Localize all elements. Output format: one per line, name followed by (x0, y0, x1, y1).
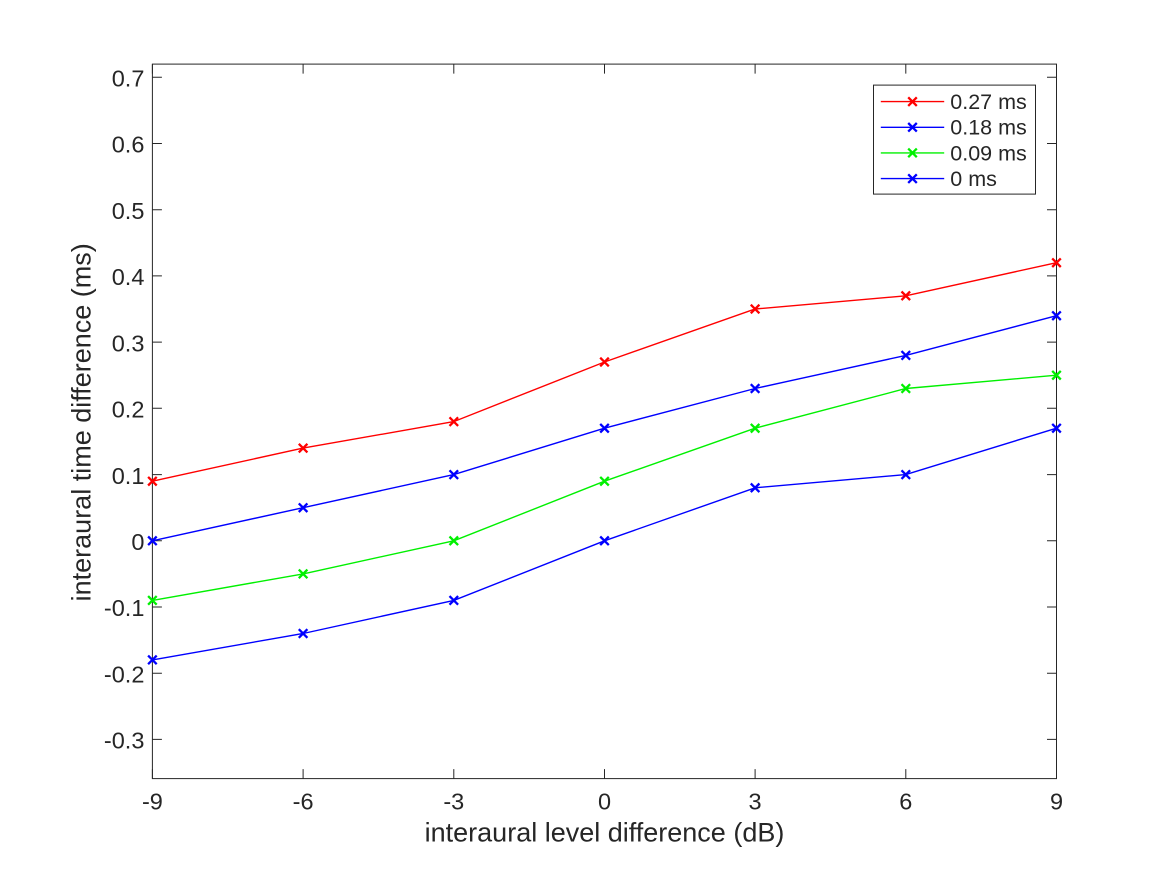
svg-text:-0.3: -0.3 (104, 728, 145, 754)
svg-text:0.6: 0.6 (112, 132, 145, 158)
svg-text:interaural level difference (d: interaural level difference (dB) (425, 818, 785, 848)
svg-text:0.27 ms: 0.27 ms (950, 90, 1026, 114)
svg-text:0.18 ms: 0.18 ms (950, 116, 1026, 140)
svg-text:9: 9 (1050, 789, 1063, 815)
svg-text:0.4: 0.4 (112, 264, 145, 290)
svg-text:6: 6 (899, 789, 912, 815)
svg-text:0.09 ms: 0.09 ms (950, 141, 1026, 165)
svg-text:-0.2: -0.2 (104, 661, 145, 687)
svg-text:0.5: 0.5 (112, 198, 145, 224)
svg-text:-9: -9 (142, 789, 163, 815)
svg-text:3: 3 (749, 789, 762, 815)
svg-text:0.7: 0.7 (112, 66, 145, 92)
svg-text:-0.1: -0.1 (104, 595, 145, 621)
svg-text:-6: -6 (293, 789, 314, 815)
svg-text:0.1: 0.1 (112, 463, 145, 489)
svg-text:0: 0 (131, 529, 144, 555)
svg-text:0 ms: 0 ms (950, 167, 997, 191)
svg-text:0.3: 0.3 (112, 330, 145, 356)
svg-text:0: 0 (598, 789, 611, 815)
svg-text:0.2: 0.2 (112, 397, 145, 423)
svg-text:interaural time difference (ms: interaural time difference (ms) (67, 243, 97, 601)
svg-text:-3: -3 (443, 789, 464, 815)
